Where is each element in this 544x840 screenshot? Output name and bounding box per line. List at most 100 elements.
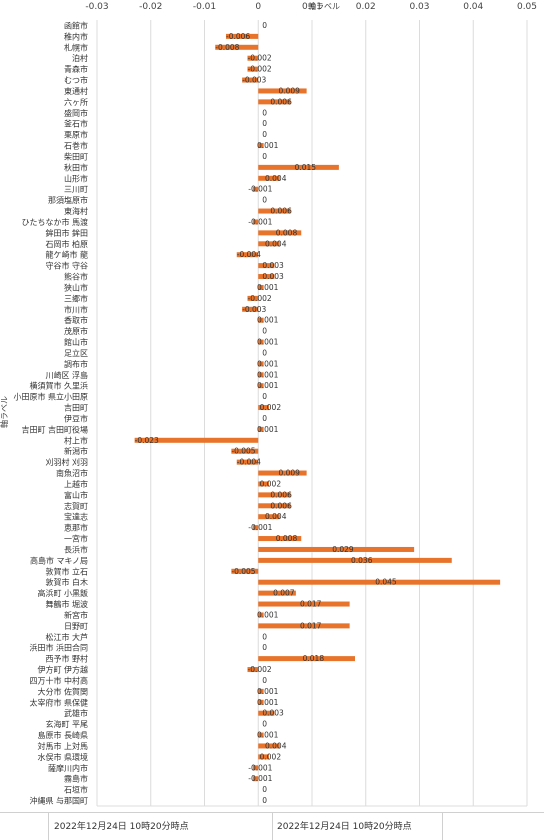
data-label: 0.004 — [265, 239, 287, 248]
x-tick-label: -0.03 — [85, 2, 108, 12]
category-label: 刈羽村 刈羽 — [45, 457, 88, 467]
data-label: 0.009 — [278, 86, 300, 95]
data-label: -0.004 — [237, 250, 261, 259]
bar — [242, 77, 259, 83]
data-label: -0.001 — [248, 217, 272, 226]
bar — [226, 33, 259, 39]
y-axis-title: 軸ラベル — [0, 396, 9, 428]
bar — [258, 601, 350, 607]
category-label: 宝達志 — [64, 512, 88, 522]
bar — [252, 219, 259, 225]
data-label: 0 — [262, 392, 267, 401]
data-label: 0.004 — [265, 512, 287, 521]
data-label: -0.008 — [215, 43, 239, 52]
category-label: 小田原市 県立小田原 — [13, 392, 88, 402]
bar — [258, 317, 264, 323]
footer-divider — [442, 813, 443, 840]
bar — [258, 492, 291, 498]
bar — [258, 481, 269, 487]
data-label: 0 — [262, 676, 267, 685]
bar — [258, 284, 264, 290]
bar — [258, 372, 264, 378]
bar — [247, 667, 259, 673]
category-label: 吉田町 — [64, 404, 88, 413]
category-label: 横須賀市 久里浜 — [29, 381, 88, 391]
x-tick-label: 0.05 — [517, 2, 537, 12]
bar — [258, 175, 280, 181]
bar-chart: -0.03 -0.02 -0.01 0 0.01 0.02 0.03 0.04 0.05 函館市… — [0, 1, 537, 807]
category-label: 沖縄県 与那国町 — [29, 796, 88, 806]
x-tick-label: -0.01 — [193, 2, 216, 12]
bar — [258, 164, 339, 170]
category-label: 大分市 佐賀関 — [37, 686, 88, 696]
category-label: 栗原市 — [64, 130, 88, 140]
bar — [236, 252, 259, 258]
data-label: 0.001 — [257, 316, 279, 325]
data-label: 0.004 — [265, 174, 287, 183]
data-label: 0 — [262, 414, 267, 423]
data-label: 0 — [262, 785, 267, 794]
grid-lines — [96, 20, 528, 807]
data-labels: 0-0.006-0.008-0.002-0.002-0.0030.0090.00… — [135, 21, 397, 805]
data-label: -0.001 — [248, 763, 272, 772]
category-label: 吉田町 吉田町役場 — [21, 424, 88, 434]
category-label: 敦賀市 白木 — [45, 577, 88, 587]
bar — [258, 88, 307, 94]
bar — [247, 66, 259, 72]
category-label: 一宮市 — [64, 534, 88, 544]
data-label: 0.029 — [332, 545, 354, 554]
bar — [247, 295, 259, 301]
data-label: 0 — [262, 348, 267, 357]
category-label: 泊村 — [72, 53, 88, 63]
bar — [258, 208, 291, 214]
data-label: 0.008 — [276, 534, 298, 543]
category-label: 新潟市 — [64, 446, 88, 456]
bar — [258, 688, 264, 694]
data-label: 0.015 — [295, 163, 317, 172]
data-label: 0.045 — [375, 578, 397, 587]
category-label: 山形市 — [64, 173, 88, 183]
category-label: 玄海町 平尾 — [45, 719, 88, 729]
data-label: 0.002 — [260, 403, 282, 412]
category-label: 那須塩原市 — [48, 195, 88, 205]
category-label: 富山市 — [64, 490, 88, 500]
category-label: 村上市 — [64, 435, 88, 445]
data-label: -0.002 — [248, 65, 272, 74]
data-label: 0.006 — [270, 490, 292, 499]
data-label: 0.002 — [260, 752, 282, 761]
bar — [258, 612, 264, 618]
category-label: 調布市 — [64, 359, 88, 369]
category-labels: 函館市稚内市札幌市泊村青森市むつ市東通村六ヶ所盛岡市釜石市栗原市石巻市柴田町秋田… — [13, 20, 88, 805]
bar — [252, 776, 259, 782]
x-tick-label: 0.04 — [463, 2, 483, 12]
category-label: 札幌市 — [64, 42, 88, 52]
bar — [258, 514, 280, 520]
category-label: 薩摩川内市 — [48, 763, 88, 773]
data-label: -0.003 — [242, 76, 266, 85]
bar — [258, 590, 296, 596]
bar — [258, 143, 264, 149]
data-label: -0.001 — [248, 185, 272, 194]
data-label: 0.002 — [260, 479, 282, 488]
data-label: 0 — [262, 720, 267, 729]
category-label: 東海村 — [64, 206, 88, 216]
data-label: 0 — [262, 632, 267, 641]
footer-divider — [48, 813, 49, 840]
category-label: 秋田市 — [64, 162, 88, 172]
data-label: 0 — [262, 21, 267, 30]
bar — [258, 732, 264, 738]
footer-timestamp-right: 2022年12月24日 10時20分時点 — [277, 822, 412, 832]
category-label: 三郷市 — [64, 293, 88, 303]
bar — [258, 426, 264, 432]
data-label: 0.001 — [257, 338, 279, 347]
bar — [258, 274, 275, 280]
data-label: 0.018 — [303, 654, 325, 663]
data-label: 0.001 — [257, 698, 279, 707]
bar — [258, 656, 355, 662]
data-label: 0 — [262, 796, 267, 805]
category-label: 盛岡市 — [64, 108, 88, 118]
bar — [252, 186, 259, 192]
data-label: 0.001 — [257, 610, 279, 619]
category-label: 石巻市 — [64, 141, 88, 151]
data-label: 0.007 — [273, 589, 295, 598]
